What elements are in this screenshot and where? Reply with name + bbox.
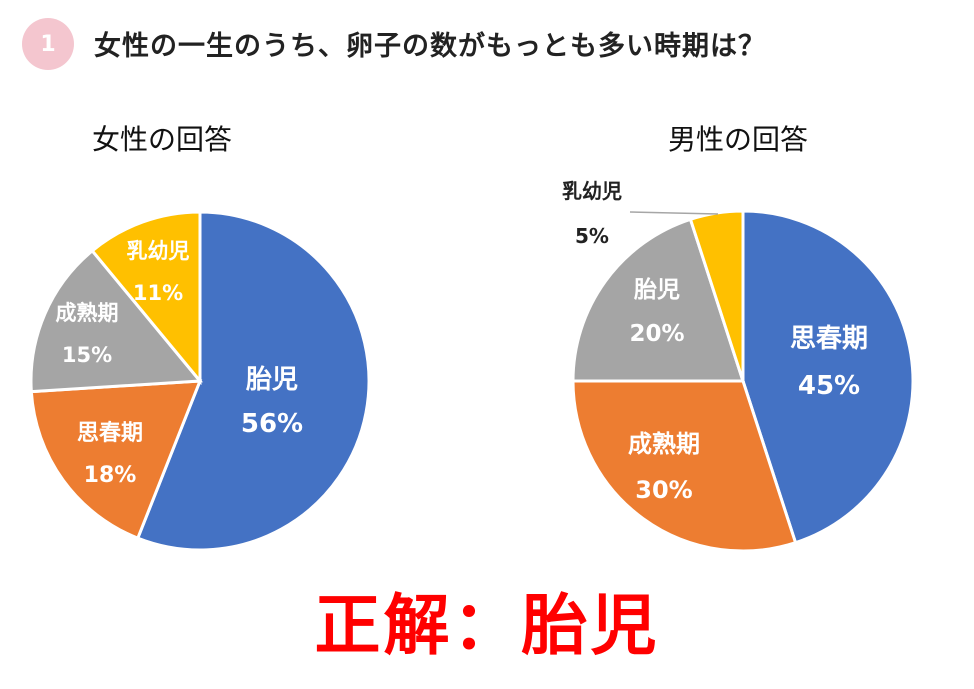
slice-label: 乳幼児 — [562, 179, 622, 203]
slice-label: 成熟期 — [56, 301, 119, 325]
slice-label: 成熟期 — [628, 430, 700, 458]
slice-label: 思春期 — [790, 324, 868, 354]
male-chart-title: 男性の回答 — [668, 123, 809, 156]
pie-slice — [688, 209, 745, 382]
female-chart-title: 女性の回答 — [92, 123, 233, 156]
correct-answer: 正解：胎児 — [314, 587, 660, 664]
slice-value-label: 30% — [635, 476, 692, 504]
pie-slice — [29, 379, 203, 541]
slice-value-label: 15% — [62, 343, 112, 367]
question-text: 女性の一生のうち、卵子の数がもっとも多い時期は？ — [94, 31, 766, 62]
pie-slice — [135, 210, 371, 552]
pie-slice — [571, 379, 798, 553]
pie-slice — [29, 248, 204, 394]
slice-value-label: 20% — [629, 321, 684, 347]
pie-slice — [571, 217, 746, 383]
slice-value-label: 11% — [133, 281, 183, 305]
slice-value-label: 5% — [575, 224, 609, 248]
question-number-badge: 1 — [22, 18, 74, 70]
pie-slice — [90, 210, 202, 386]
slice-label: 胎児 — [245, 364, 298, 395]
slice-value-label: 56% — [241, 409, 303, 439]
slice-value-label: 45% — [798, 371, 860, 401]
slice-label: 乳幼児 — [127, 239, 190, 263]
leader-line — [629, 211, 719, 215]
question-number: 1 — [40, 31, 56, 57]
slice-label: 思春期 — [77, 421, 143, 446]
pie-slice — [741, 209, 915, 545]
slice-value-label: 18% — [84, 463, 137, 488]
slice-label: 胎児 — [634, 276, 680, 303]
